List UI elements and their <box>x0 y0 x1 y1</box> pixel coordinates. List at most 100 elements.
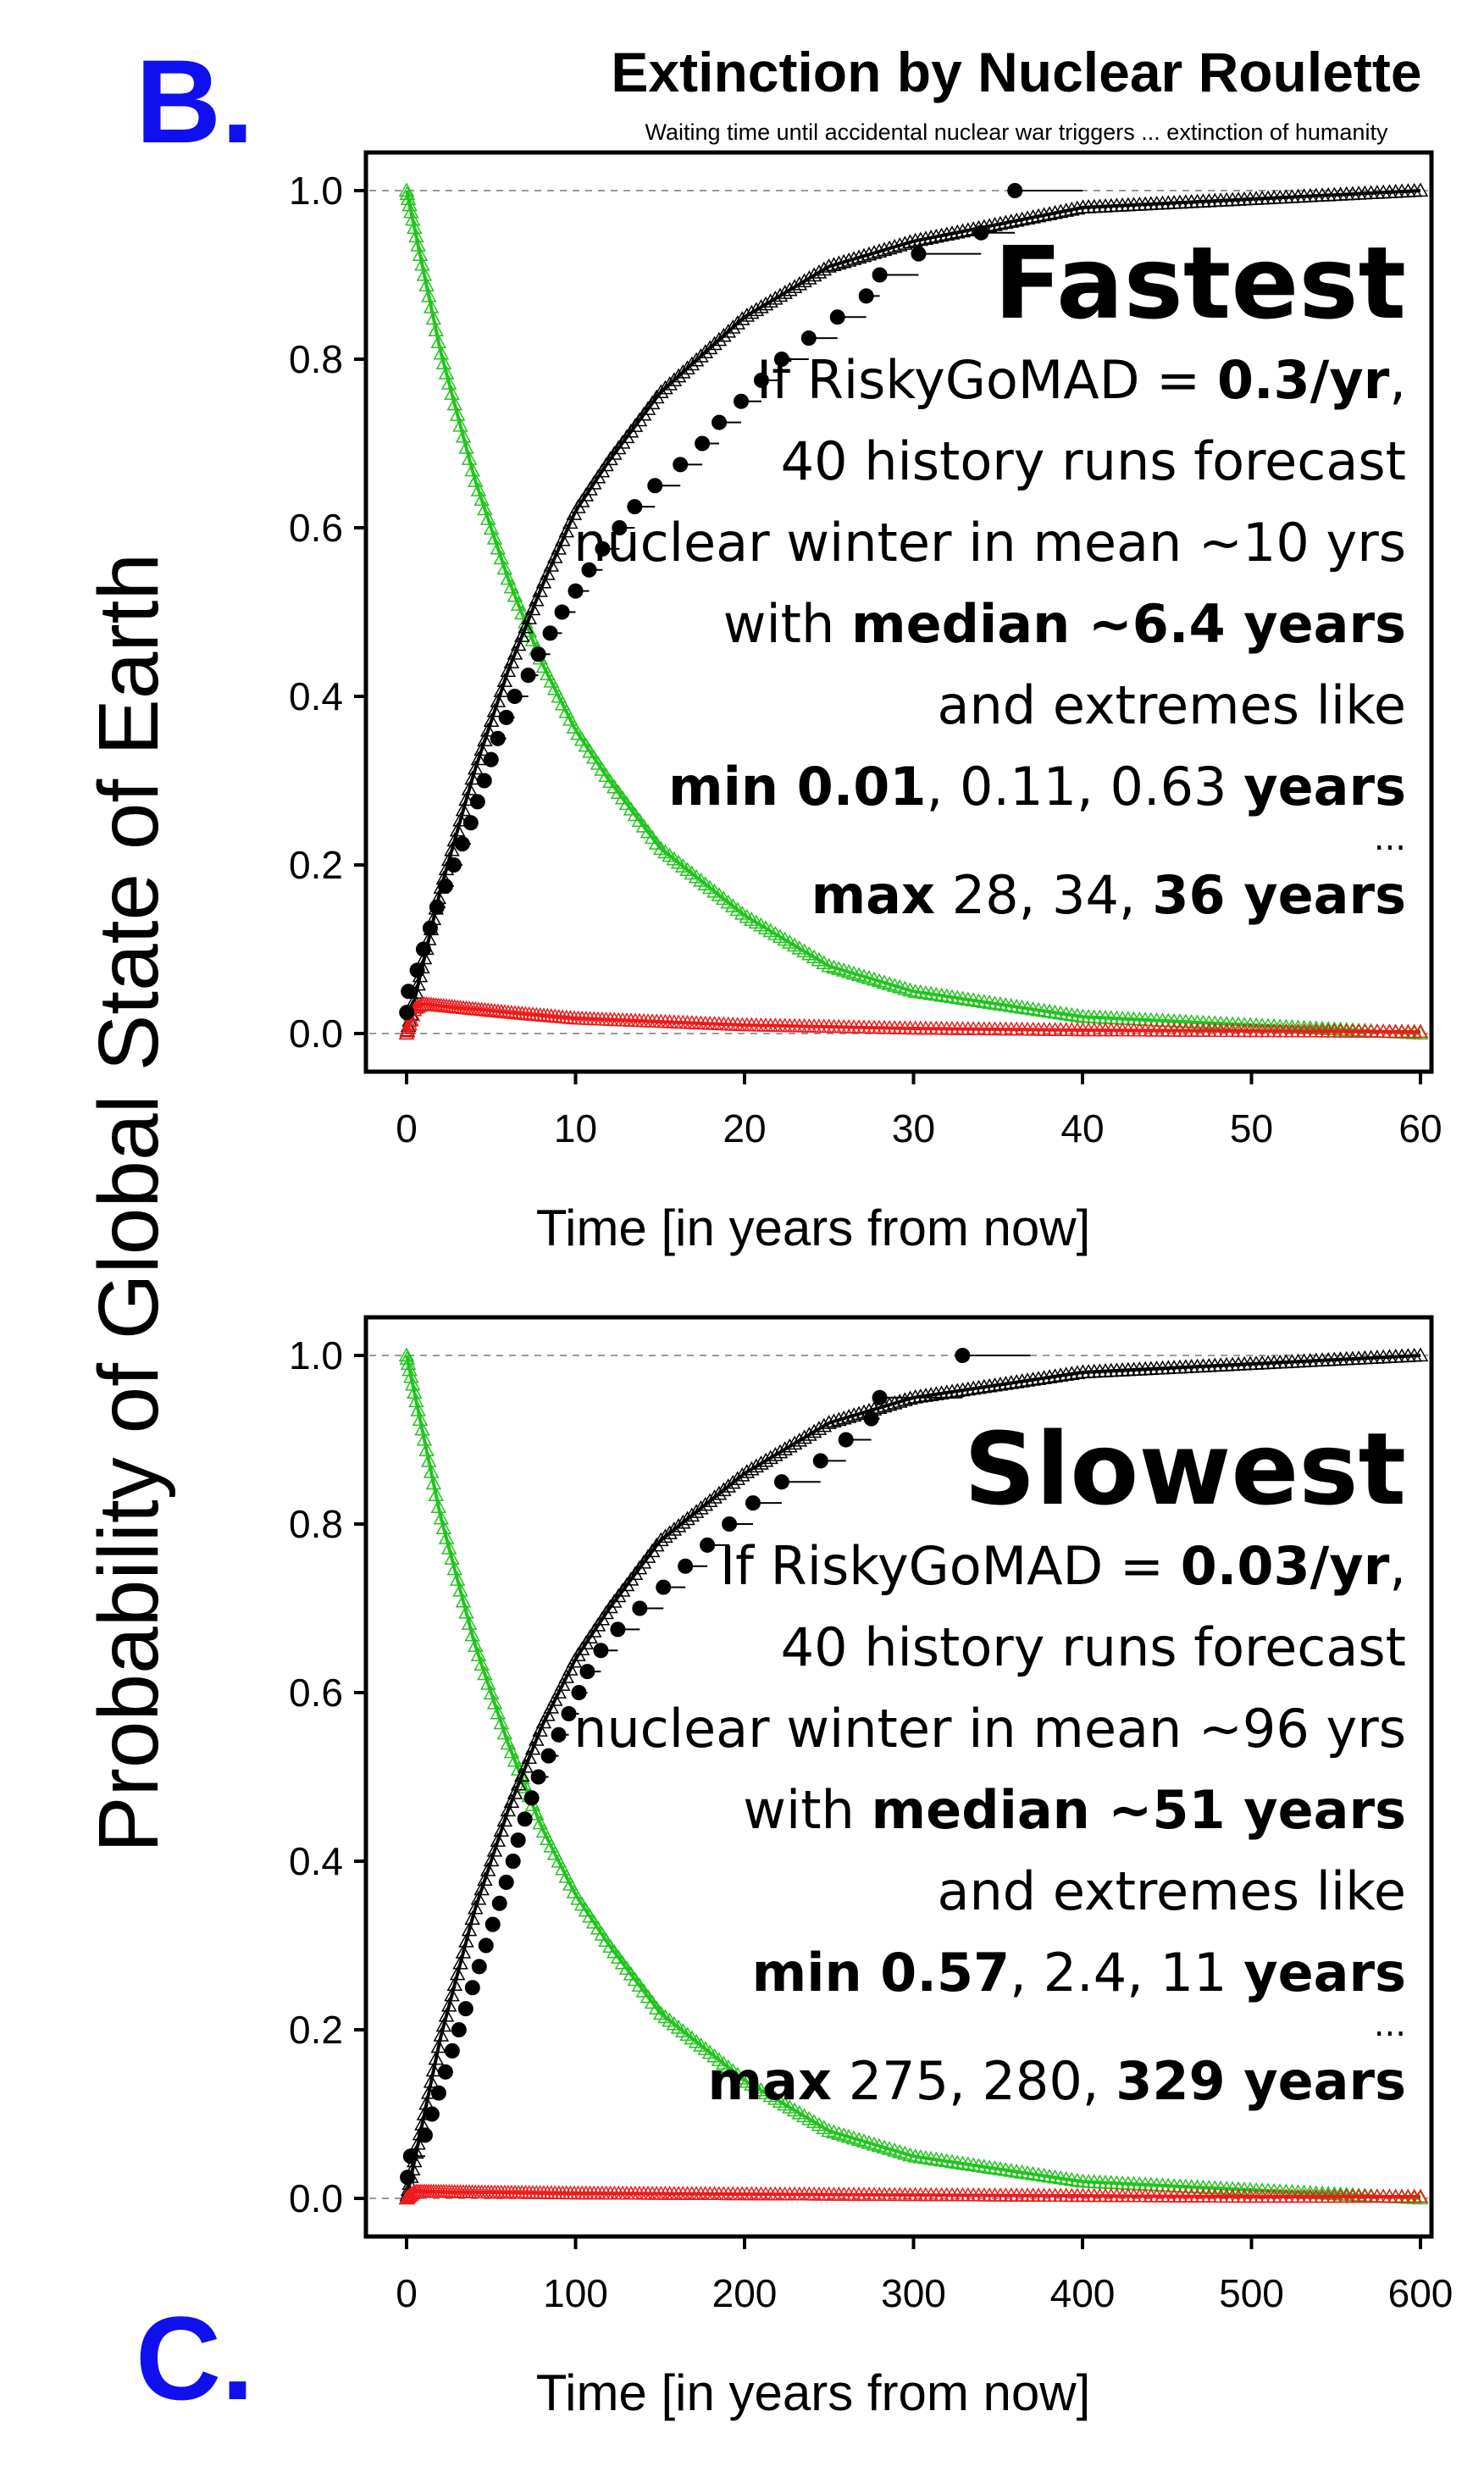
panel-c-series-0-marker <box>433 1510 450 1525</box>
panel-b-run-point <box>483 751 499 768</box>
panel-c-y-tick-label: 0.2 <box>289 2008 343 2052</box>
panel-b-series-0-marker <box>981 995 998 1009</box>
panel-c-run-point <box>485 1916 501 1932</box>
panel-b-series-1-marker <box>861 246 878 261</box>
panel-b-run-point <box>446 857 462 873</box>
panel-b-x-tick-label: 40 <box>1060 1106 1104 1150</box>
panel-b-run-point <box>858 288 874 304</box>
panel-b-run-point <box>911 246 927 262</box>
panel-c-max-line: max 275, 280, 329 years <box>708 2050 1406 2112</box>
panel-c-series-1-marker <box>897 1392 913 1406</box>
panel-c-run-point <box>478 1937 494 1954</box>
panel-b-series-1-marker <box>922 230 939 244</box>
panel-b-series-0-marker <box>554 696 571 711</box>
panel-c-series-0-marker <box>551 1853 567 1868</box>
panel-b-run-point <box>554 604 570 620</box>
panel-b-y-tick-label: 1.0 <box>289 169 343 213</box>
panel-b-series-0-marker <box>540 666 556 680</box>
panel-c-series-0-marker <box>960 2156 977 2171</box>
panel-c-series-1-marker <box>992 1376 1009 1391</box>
panel-c-x-tick-label: 400 <box>1050 2271 1116 2315</box>
panel-c-chart: 0.0 0.2 0.4 0.6 0.8 1.0 0 100 200 300 400 500 600 Ti… <box>289 1315 1453 2421</box>
panel-b-series-1-marker <box>826 257 842 271</box>
panel-b-run-point <box>595 540 611 557</box>
panel-b-series-0-marker <box>493 550 510 565</box>
panel-c-run-point <box>593 1643 609 1659</box>
panel-c-series-0-marker <box>421 1452 437 1467</box>
panel-b-series-1-marker <box>653 384 669 398</box>
panel-c-series-1-marker <box>670 1517 687 1533</box>
panel-c-series-1-marker <box>907 1388 923 1404</box>
panel-b-series-1-marker <box>679 360 695 374</box>
panel-c-run-point <box>437 2064 453 2080</box>
panel-c-series-0-marker <box>902 2147 918 2162</box>
panel-c-series-1-marker <box>1030 1371 1047 1385</box>
panel-b-x-tick-label: 20 <box>723 1106 766 1150</box>
panel-c-series-1-marker <box>433 2027 450 2042</box>
panel-b-series-1-marker <box>416 950 433 965</box>
panel-b-series-1-marker <box>933 227 950 242</box>
panel-c-series-1-marker <box>912 1388 929 1403</box>
panel-b-series-0-marker <box>866 971 883 986</box>
panel-b-series-1-marker <box>987 216 1003 231</box>
panel-c-series-1-marker <box>503 1793 520 1808</box>
panel-c-run-point <box>745 1495 761 1511</box>
panel-c-run-point <box>700 1537 716 1553</box>
panel-c-series-1-marker <box>518 1758 534 1773</box>
panel-b-run-point <box>695 435 711 452</box>
panel-c-series-0-marker <box>1058 2170 1075 2186</box>
panel-c-series-1-marker <box>998 1375 1014 1390</box>
panel-c-series-1-marker <box>850 1405 867 1421</box>
panel-b-run-point <box>415 941 431 957</box>
panel-b-series-1-marker <box>897 236 913 250</box>
panel-b-x-axis-label: Time [in years from now] <box>536 1200 1091 1256</box>
panel-b-series-0-marker <box>428 322 445 336</box>
panel-c-run-point <box>773 1474 789 1490</box>
panel-b-series-2-marker <box>400 1020 417 1034</box>
panel-c-run-point <box>678 1558 694 1574</box>
panel-c-runs-line: 40 history runs forecast <box>781 1616 1406 1678</box>
panel-b-series-0-marker <box>856 968 872 983</box>
panel-b-series-0-marker <box>514 605 530 620</box>
panel-c-series-0-marker <box>467 1638 484 1652</box>
panel-c-y-tick-label: 0.8 <box>289 1502 343 1546</box>
panel-c-x-axis-label: Time [in years from now] <box>536 2364 1091 2421</box>
panel-c-series-0-marker <box>479 1675 496 1690</box>
panel-c-frame <box>363 1315 1434 2239</box>
panel-c-series-0-marker <box>414 1421 430 1436</box>
panel-b-series-1-marker <box>850 249 867 264</box>
panel-b-series-2-marker <box>1412 1023 1429 1039</box>
panel-b-curves <box>398 182 1429 1040</box>
panel-b-series-1-marker <box>675 363 691 379</box>
panel-c-y-tick-label: 1.0 <box>289 1333 343 1377</box>
panel-b-series-1-marker <box>461 781 478 795</box>
panel-b-series-1-marker <box>1052 203 1069 219</box>
panel-c-series-1-marker <box>701 1493 718 1508</box>
panel-b-series-0-marker <box>546 680 563 696</box>
panel-b-series-1-marker <box>939 226 955 241</box>
panel-c-series-1-marker <box>922 1387 939 1401</box>
panel-c-mean-line: nuclear winter in mean ~96 yrs <box>573 1698 1406 1760</box>
panel-c-series-1-marker <box>688 1504 705 1518</box>
panel-b-run-point <box>462 815 479 831</box>
panel-c-run-point <box>610 1621 626 1638</box>
panel-b-run-point <box>399 1005 415 1021</box>
panel-c-run-point <box>400 2170 416 2186</box>
panel-b-series-0-marker <box>400 191 417 206</box>
panel-c-series-0-marker <box>1014 2164 1030 2179</box>
panel-c-curves <box>398 1347 1429 2205</box>
panel-b-series-0-marker <box>902 982 918 997</box>
panel-b-run-point <box>422 920 438 936</box>
panel-b-series-1-marker <box>1014 211 1030 226</box>
panel-c-series-1-marker <box>428 2050 445 2065</box>
panel-b-series-0-marker <box>821 957 837 973</box>
panel-b-run-point <box>753 372 769 388</box>
y-axis-label: Probability of Global State of Earth <box>81 553 176 1853</box>
panel-c-series-1-marker <box>662 1525 678 1539</box>
panel-b-series-1-marker <box>1047 204 1063 219</box>
panel-b-series-1-marker <box>473 741 490 757</box>
panel-c-annotation: Slowest If RiskyGoMAD = 0.03/yr, 40 hist… <box>573 1411 1406 2112</box>
panel-b-series-0-marker <box>461 451 478 465</box>
panel-b-run-point <box>872 267 888 283</box>
panel-b-series-0-marker <box>949 989 966 1005</box>
